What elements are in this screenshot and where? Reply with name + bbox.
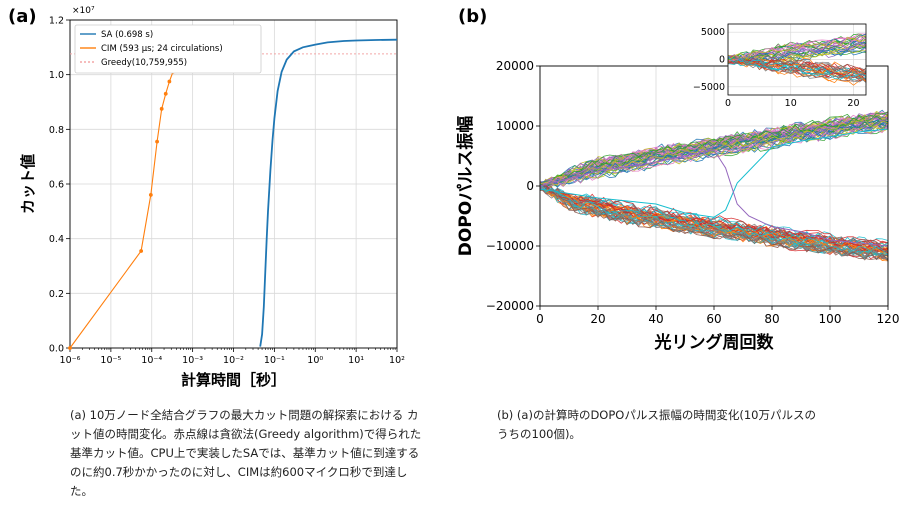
x-tick-label: 0	[536, 312, 544, 326]
caption-a: (a) 10万ノード全結合グラフの最大カット問題の解探索における カット値の時間…	[70, 408, 422, 498]
x-tick-label: 10¹	[348, 355, 364, 366]
pulse-trace	[539, 183, 889, 256]
y-tick-label: 0.6	[49, 180, 64, 191]
x-tick-label: 10²	[389, 355, 405, 366]
x-axis-label: 光リング周回数	[654, 332, 775, 353]
legend-entry: CIM (593 μs; 24 circulations)	[101, 44, 223, 54]
y-tick-label: 0.8	[49, 125, 64, 136]
x-tick-label: 10⁰	[307, 355, 323, 366]
switching-trace	[539, 149, 889, 247]
pulse-trace	[539, 181, 889, 253]
x-tick-label: 40	[648, 312, 663, 326]
inset-trace	[727, 38, 867, 62]
x-tick-label: 20	[590, 312, 605, 326]
inset-y-tick-label: 5000	[701, 27, 725, 38]
cim-data-point	[139, 249, 144, 253]
pulse-trace	[539, 111, 889, 190]
x-tick-label: 60	[706, 312, 721, 326]
cim-data-point	[159, 106, 164, 111]
pulse-trace	[539, 120, 889, 191]
y-tick-label: 1.0	[49, 70, 64, 81]
cim-data-point	[68, 346, 72, 350]
pulse-trace	[539, 184, 889, 251]
x-tick-label: 10⁻⁶	[60, 355, 81, 366]
y-tick-label: 0.0	[49, 344, 64, 355]
switching-trace	[539, 128, 889, 218]
cim-data-point	[155, 139, 159, 144]
legend-entry: SA (0.698 s)	[101, 30, 153, 40]
inset-y-tick-label: −5000	[693, 82, 725, 93]
inset-trace	[727, 56, 867, 75]
inset-trace	[727, 42, 867, 63]
legend: SA (0.698 s) CIM (593 μs; 24 circulations…	[74, 24, 262, 74]
y-tick-label: 1.2	[49, 16, 64, 27]
inset-trace	[727, 43, 867, 61]
y-axis-label: カット値	[19, 154, 37, 214]
pulse-trace	[539, 112, 889, 190]
inset-trace	[727, 57, 867, 80]
y-tick-label: 0.2	[49, 289, 64, 300]
y-tick-label: 10000	[496, 119, 534, 133]
cim-data-point	[167, 79, 172, 84]
x-tick-label: 10⁻²	[223, 355, 244, 366]
x-tick-label: 10⁻¹	[264, 355, 285, 366]
y-tick-label: 0.4	[49, 234, 64, 245]
inset-trace	[727, 59, 867, 83]
inset-x-tick-label: 20	[847, 98, 859, 109]
pulse-trace	[539, 111, 889, 186]
y-tick-label: −10000	[486, 239, 534, 253]
pulse-traces	[539, 109, 889, 262]
inset-x-tick-label: 0	[725, 98, 731, 109]
y-exponent-label: ×10⁷	[72, 6, 95, 16]
y-tick-label: −20000	[486, 299, 534, 313]
x-tick-label: 10⁻³	[182, 355, 203, 366]
dopo-amplitude-chart: 0 20 40 60 80 100 12020000100000−10000−20000光リ…	[455, 23, 900, 353]
pulse-trace	[539, 181, 889, 253]
inset-frame	[727, 23, 867, 96]
sa-series-line	[259, 38, 398, 347]
pulse-trace	[539, 112, 889, 187]
x-tick-label: 10⁻⁴	[141, 355, 162, 366]
pulse-trace	[539, 123, 889, 188]
pulse-trace	[539, 125, 889, 186]
inset-trace	[727, 37, 867, 61]
pulse-trace	[539, 182, 889, 257]
cut-value-chart: 10⁻⁶ 10⁻⁵ 10⁻⁴ 10⁻³ 10⁻² 10⁻¹ 10⁰ 10¹ 10² 0.0 0.2 0…	[19, 6, 405, 389]
caption-b: (b) (a)の計算時のDOPOパルス振幅の時間変化(10万パルスのうちの100…	[497, 408, 816, 441]
inset-x-tick-label: 10	[785, 98, 797, 109]
inset-y-tick-label: 0	[719, 55, 725, 66]
cim-data-point	[148, 193, 153, 197]
x-tick-label: 10⁻⁵	[100, 355, 121, 366]
y-axis-label: DOPOパルス振幅	[455, 116, 476, 256]
x-tick-label: 120	[877, 312, 900, 326]
y-tick-label: 0	[526, 179, 534, 193]
legend-box	[74, 24, 262, 74]
pulse-trace	[539, 183, 889, 259]
panel-a-label: (a)	[8, 6, 37, 27]
x-axis-label: 計算時間［秒］	[181, 371, 286, 389]
x-tick-label: 100	[819, 312, 842, 326]
x-tick-label: 80	[764, 312, 779, 326]
legend-entry: Greedy(10,759,955)	[101, 58, 187, 68]
y-tick-label: 20000	[496, 59, 534, 73]
panel-b-label: (b)	[458, 6, 488, 27]
pulse-trace	[539, 111, 889, 190]
pulse-trace	[539, 184, 889, 261]
inset-trace	[727, 55, 867, 76]
cim-data-point	[163, 91, 168, 96]
inset-trace	[727, 39, 867, 62]
